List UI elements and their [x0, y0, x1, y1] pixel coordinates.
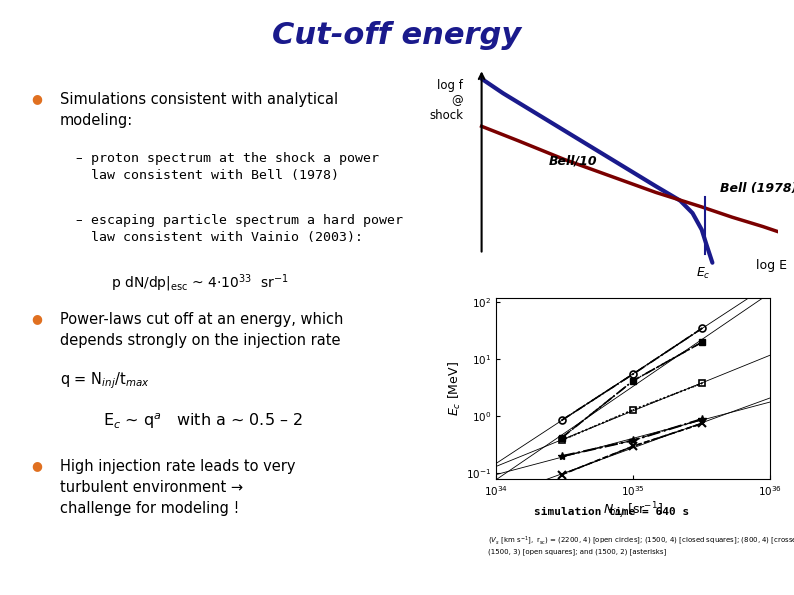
Text: ●: ●: [32, 459, 43, 472]
Text: $(V_s\ [\rm km\ s^{-1}],\ r_{sc})$ = (2200, 4) [open circles]; (1500, 4) [closed: $(V_s\ [\rm km\ s^{-1}],\ r_{sc})$ = (22…: [488, 534, 794, 555]
Text: Bell (1978): Bell (1978): [720, 182, 794, 195]
Y-axis label: $E_c\ [\rm MeV]$: $E_c\ [\rm MeV]$: [447, 361, 463, 416]
Text: E$_c$ ~ q$^a$   with a ~ 0.5 – 2: E$_c$ ~ q$^a$ with a ~ 0.5 – 2: [103, 412, 303, 431]
Text: Power-laws cut off at an energy, which
depends strongly on the injection rate: Power-laws cut off at an energy, which d…: [60, 312, 343, 349]
Text: –: –: [75, 214, 82, 227]
Text: $E_c$: $E_c$: [696, 266, 711, 281]
Text: q = N$_{inj}$/t$_{max}$: q = N$_{inj}$/t$_{max}$: [60, 370, 149, 391]
Text: –: –: [75, 152, 82, 165]
Text: ●: ●: [32, 312, 43, 325]
Text: High injection rate leads to very
turbulent environment →
challenge for modeling: High injection rate leads to very turbul…: [60, 459, 295, 516]
Text: simulation time = 640 s: simulation time = 640 s: [534, 507, 689, 517]
Text: Bell/10: Bell/10: [549, 155, 597, 168]
Text: Simulations consistent with analytical
modeling:: Simulations consistent with analytical m…: [60, 92, 337, 129]
Text: proton spectrum at the shock a power
law consistent with Bell (1978): proton spectrum at the shock a power law…: [91, 152, 380, 181]
Text: log E: log E: [757, 259, 788, 271]
Text: log f
@
shock: log f @ shock: [430, 79, 463, 122]
Text: Cut-off energy: Cut-off energy: [272, 21, 522, 50]
X-axis label: $N_{inj}\ [\rm sr^{-1}]$: $N_{inj}\ [\rm sr^{-1}]$: [603, 500, 663, 521]
Text: escaping particle spectrum a hard power
law consistent with Vainio (2003):: escaping particle spectrum a hard power …: [91, 214, 403, 244]
Text: p dN/dp|$_{\rm esc}$ ~ 4$\cdot$10$^{33}$  sr$^{-1}$: p dN/dp|$_{\rm esc}$ ~ 4$\cdot$10$^{33}$…: [111, 272, 289, 293]
Text: ●: ●: [32, 92, 43, 105]
